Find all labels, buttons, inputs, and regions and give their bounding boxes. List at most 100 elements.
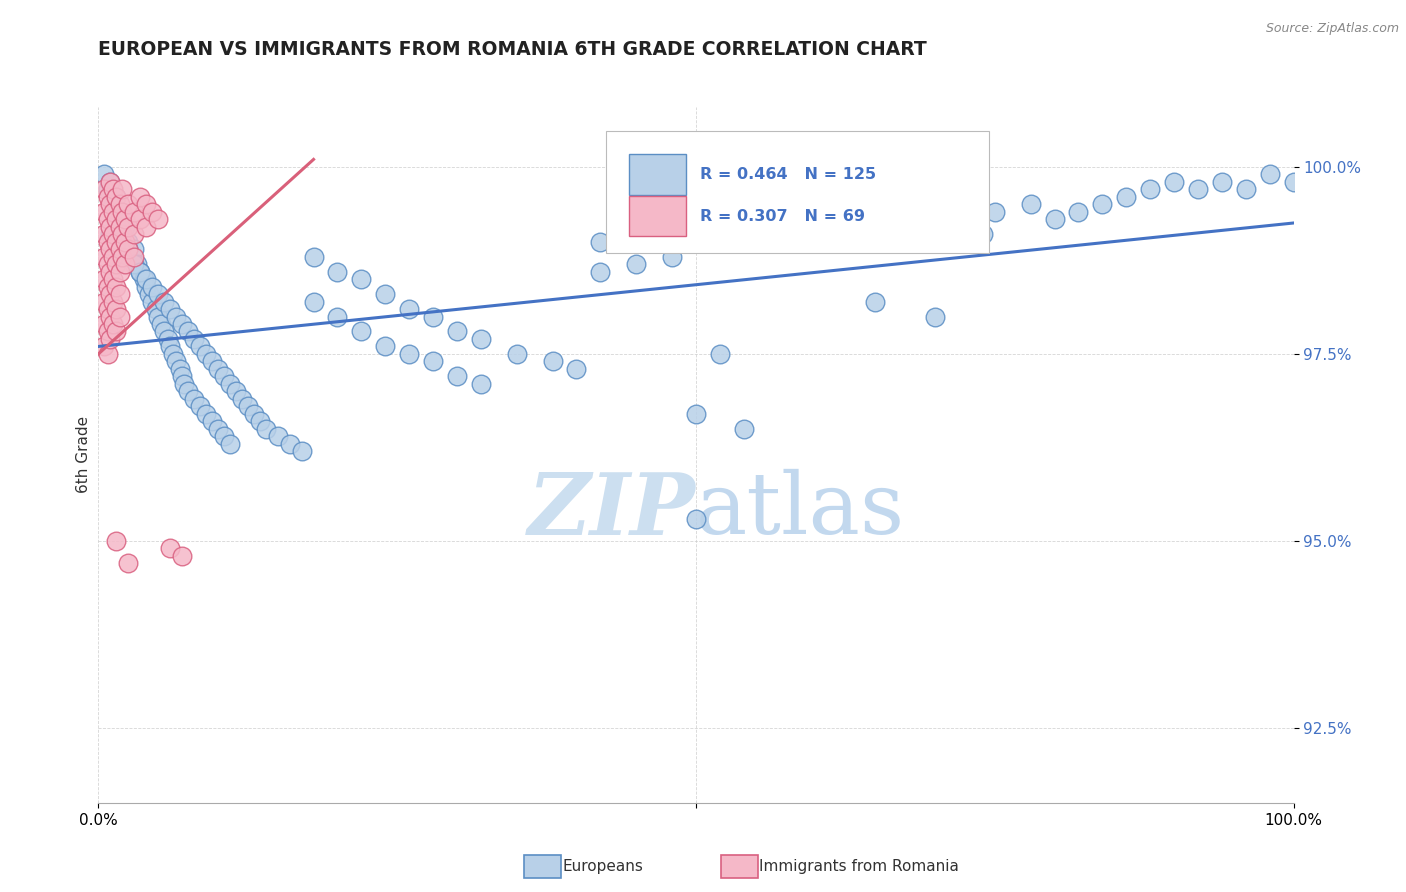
- Point: [165, 310, 187, 324]
- Point: [446, 369, 468, 384]
- Point: [589, 235, 612, 249]
- Point: [626, 257, 648, 271]
- Point: [98, 219, 122, 234]
- Point: [114, 219, 136, 234]
- Point: [101, 250, 124, 264]
- Point: [98, 332, 122, 346]
- Point: [129, 265, 152, 279]
- Point: [374, 287, 396, 301]
- Point: [117, 242, 139, 256]
- Point: [350, 272, 373, 286]
- Point: [97, 257, 120, 271]
- Point: [153, 325, 176, 339]
- Point: [108, 212, 131, 227]
- Point: [124, 242, 146, 256]
- Point: [108, 219, 131, 234]
- Point: [249, 414, 271, 428]
- Point: [302, 294, 325, 309]
- Point: [948, 219, 970, 234]
- Point: [172, 317, 194, 331]
- Point: [1163, 175, 1185, 189]
- Point: [97, 235, 120, 249]
- Point: [231, 392, 253, 406]
- Point: [124, 250, 146, 264]
- Point: [93, 294, 115, 309]
- Point: [93, 167, 115, 181]
- Point: [98, 197, 122, 211]
- Point: [98, 175, 122, 189]
- Point: [661, 219, 683, 234]
- Point: [105, 325, 128, 339]
- Point: [1043, 212, 1066, 227]
- Point: [148, 212, 170, 227]
- Point: [685, 227, 707, 242]
- Point: [446, 325, 468, 339]
- Point: [1282, 175, 1305, 189]
- Point: [105, 235, 128, 249]
- Point: [924, 212, 946, 227]
- Point: [852, 219, 875, 234]
- Point: [589, 265, 612, 279]
- Point: [172, 549, 194, 563]
- Point: [124, 257, 146, 271]
- Y-axis label: 6th Grade: 6th Grade: [76, 417, 91, 493]
- Point: [470, 332, 492, 346]
- Point: [254, 422, 277, 436]
- Point: [156, 332, 179, 346]
- Point: [195, 407, 218, 421]
- Point: [121, 250, 143, 264]
- Point: [626, 227, 648, 242]
- Point: [267, 429, 290, 443]
- Point: [108, 242, 131, 256]
- Point: [97, 279, 120, 293]
- Point: [201, 354, 224, 368]
- FancyBboxPatch shape: [628, 196, 686, 236]
- Point: [350, 325, 373, 339]
- Point: [97, 212, 120, 227]
- Point: [422, 354, 444, 368]
- Point: [685, 407, 707, 421]
- Point: [101, 204, 124, 219]
- Point: [207, 422, 229, 436]
- Point: [1234, 182, 1257, 196]
- Point: [93, 204, 115, 219]
- Point: [97, 190, 120, 204]
- Point: [117, 219, 139, 234]
- Point: [141, 294, 163, 309]
- Point: [278, 436, 301, 450]
- Text: atlas: atlas: [696, 469, 905, 552]
- Point: [207, 362, 229, 376]
- Point: [177, 325, 200, 339]
- Point: [1067, 204, 1090, 219]
- Point: [804, 235, 827, 249]
- Point: [114, 212, 136, 227]
- Point: [93, 272, 115, 286]
- Point: [219, 376, 242, 391]
- Point: [326, 310, 349, 324]
- Point: [172, 369, 194, 384]
- Point: [108, 310, 131, 324]
- Point: [165, 354, 187, 368]
- Point: [865, 294, 887, 309]
- Point: [1019, 197, 1042, 211]
- Point: [661, 250, 683, 264]
- Point: [132, 272, 155, 286]
- FancyBboxPatch shape: [628, 154, 686, 194]
- Point: [117, 197, 139, 211]
- Point: [101, 272, 124, 286]
- Point: [398, 301, 420, 316]
- Point: [565, 362, 588, 376]
- Point: [93, 182, 115, 196]
- Point: [291, 444, 314, 458]
- Text: R = 0.307   N = 69: R = 0.307 N = 69: [700, 209, 865, 224]
- Point: [141, 279, 163, 293]
- Point: [159, 541, 181, 556]
- Point: [108, 287, 131, 301]
- Point: [828, 227, 851, 242]
- Point: [129, 265, 152, 279]
- Point: [685, 511, 707, 525]
- Point: [97, 182, 120, 196]
- Point: [101, 294, 124, 309]
- Point: [129, 190, 152, 204]
- Point: [97, 347, 120, 361]
